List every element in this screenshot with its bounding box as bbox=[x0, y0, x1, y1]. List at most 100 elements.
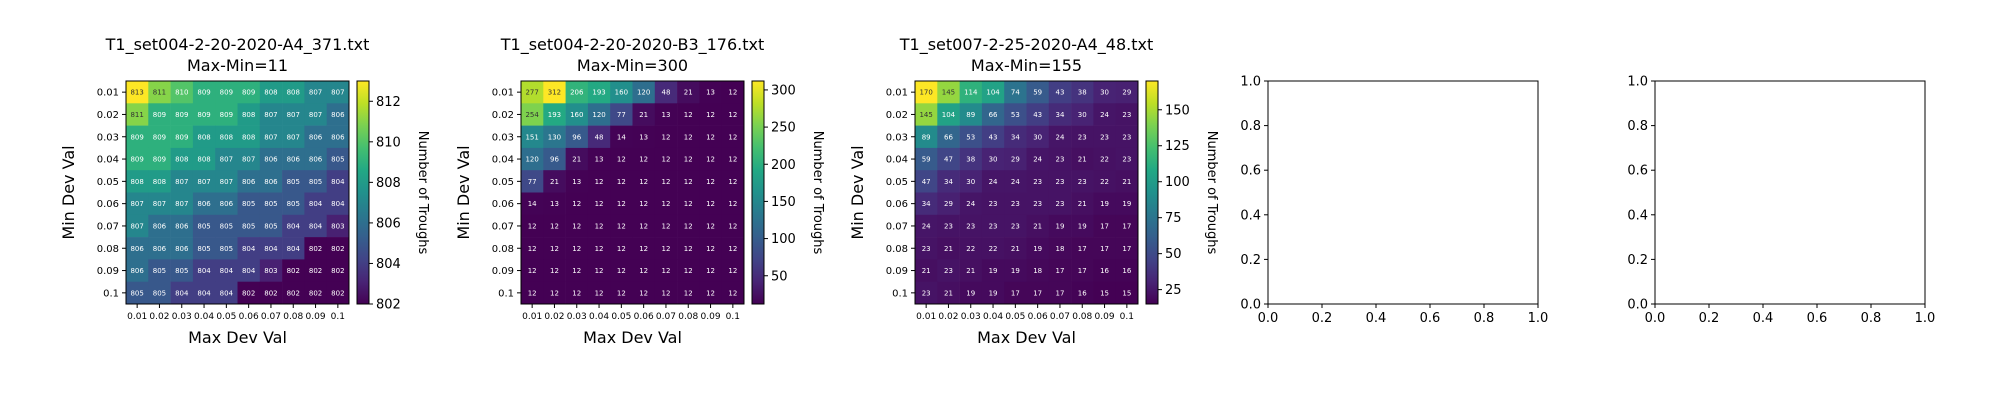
cell-value-label: 12 bbox=[684, 133, 693, 141]
heatmap-cell bbox=[521, 259, 544, 282]
heatmap-cell bbox=[543, 259, 566, 282]
cell-value-label: 805 bbox=[220, 245, 233, 253]
cell-value-label: 38 bbox=[966, 156, 975, 164]
cell-value-label: 16 bbox=[1122, 267, 1131, 275]
plot-frame bbox=[914, 80, 1139, 305]
cell-value-label: 23 bbox=[1033, 178, 1042, 186]
cell-value-label: 805 bbox=[153, 289, 166, 297]
y-tick-label: 0.6 bbox=[1240, 164, 1261, 179]
cell-value-label: 23 bbox=[1122, 133, 1131, 141]
cell-value-label: 23 bbox=[989, 200, 998, 208]
cell-value-label: 145 bbox=[919, 111, 932, 119]
cell-value-label: 23 bbox=[1055, 178, 1064, 186]
cell-value-label: 12 bbox=[595, 200, 604, 208]
cell-value-label: 12 bbox=[639, 178, 648, 186]
cell-value-label: 12 bbox=[684, 200, 693, 208]
x-tick-label: 0.03 bbox=[961, 312, 981, 322]
cell-value-label: 809 bbox=[153, 111, 166, 119]
heatmap-cell bbox=[259, 259, 283, 282]
cell-value-label: 23 bbox=[944, 222, 953, 230]
heatmap-cell bbox=[1026, 259, 1050, 282]
heatmap-cell bbox=[1115, 170, 1139, 193]
cell-value-label: 806 bbox=[309, 156, 323, 164]
cell-value-label: 806 bbox=[175, 222, 189, 230]
colorbar-label: Number of Troughs bbox=[810, 131, 825, 255]
cell-value-label: 12 bbox=[661, 245, 670, 253]
heatmap-cell bbox=[1071, 125, 1094, 149]
heatmap-cell bbox=[1048, 192, 1072, 216]
cell-value-label: 12 bbox=[684, 111, 693, 119]
x-tick-label: 0.1 bbox=[1120, 312, 1134, 322]
heatmap-cell bbox=[259, 281, 283, 305]
heatmap-cell bbox=[1115, 281, 1139, 305]
heatmap-cell bbox=[1071, 214, 1094, 238]
cell-value-label: 807 bbox=[197, 178, 210, 186]
heatmap-cell bbox=[1093, 81, 1116, 104]
heatmap-cell bbox=[192, 192, 216, 216]
heatmap-cell bbox=[304, 125, 327, 149]
x-tick-label: 0.04 bbox=[194, 312, 214, 322]
cell-value-label: 13 bbox=[661, 111, 670, 119]
y-tick-label: 0.01 bbox=[97, 88, 119, 99]
heatmap-cell bbox=[521, 237, 544, 260]
colorbar-tick-label: 150 bbox=[771, 195, 796, 210]
cell-value-label: 13 bbox=[639, 133, 648, 141]
cell-value-label: 12 bbox=[572, 200, 581, 208]
cell-value-label: 21 bbox=[944, 245, 953, 253]
heatmap-cell bbox=[1071, 103, 1094, 126]
y-tick-label: 0.03 bbox=[97, 132, 119, 143]
chart-title: T1_set004-2-20-2020-B3_176.txt bbox=[500, 35, 765, 55]
cell-value-label: 254 bbox=[525, 111, 539, 119]
heatmap-cell bbox=[721, 147, 745, 171]
heatmap-cell bbox=[610, 81, 633, 104]
cell-value-label: 21 bbox=[944, 289, 953, 297]
heatmap-cell bbox=[959, 147, 983, 171]
heatmap-cell bbox=[587, 192, 611, 216]
heatmap-cell bbox=[981, 192, 1005, 216]
cell-value-label: 89 bbox=[966, 111, 975, 119]
x-tick-label: 0.4 bbox=[1366, 311, 1387, 326]
heatmap-cell bbox=[699, 259, 722, 282]
cell-value-label: 22 bbox=[989, 245, 998, 253]
y-tick-label: 0.05 bbox=[492, 177, 514, 188]
heatmap-cell bbox=[721, 259, 745, 282]
colorbar-label: Number of Troughs bbox=[415, 131, 430, 255]
y-tick-label: 0.01 bbox=[492, 88, 514, 99]
cell-value-label: 809 bbox=[242, 89, 255, 97]
y-tick-label: 0.1 bbox=[498, 288, 514, 299]
x-tick-label: 0.1 bbox=[331, 312, 345, 322]
heatmap-cell bbox=[237, 214, 261, 238]
heatmap-cell bbox=[915, 281, 938, 305]
colorbar-tick-label: 150 bbox=[1165, 103, 1190, 118]
y-tick-label: 0.08 bbox=[886, 244, 908, 255]
cell-value-label: 802 bbox=[242, 289, 255, 297]
heatmap-cell bbox=[126, 192, 149, 216]
cell-value-label: 19 bbox=[989, 289, 998, 297]
cell-value-label: 12 bbox=[595, 289, 604, 297]
cell-value-label: 17 bbox=[1122, 222, 1131, 230]
cell-value-label: 21 bbox=[550, 178, 559, 186]
y-tick-label: 0.04 bbox=[97, 155, 119, 166]
heatmap-cell bbox=[632, 192, 656, 216]
cell-value-label: 807 bbox=[153, 200, 166, 208]
chart-title: T1_set004-2-20-2020-A4_371.txt bbox=[105, 35, 370, 55]
heatmap-cell bbox=[959, 259, 983, 282]
heatmap-cell bbox=[282, 147, 305, 171]
cell-value-label: 807 bbox=[242, 156, 255, 164]
heatmap-cell bbox=[587, 170, 611, 193]
cell-value-label: 23 bbox=[966, 222, 975, 230]
heatmap-cell bbox=[1071, 192, 1094, 216]
x-tick-label: 0.02 bbox=[149, 312, 169, 322]
colorbar bbox=[1145, 80, 1159, 305]
colorbar-tick-label: 100 bbox=[1165, 175, 1190, 190]
heatmap-cell bbox=[1115, 192, 1139, 216]
heatmap-cell bbox=[699, 170, 722, 193]
colorbar-tick-label: 25 bbox=[1165, 283, 1182, 298]
heatmap-cell bbox=[170, 81, 194, 104]
y-axis-label: Min Dev Val bbox=[59, 145, 78, 239]
heatmap-cell bbox=[981, 281, 1005, 305]
heatmap-cell bbox=[521, 103, 544, 126]
heatmap-cell bbox=[1048, 237, 1072, 260]
heatmap-cell bbox=[915, 125, 938, 149]
cell-value-label: 17 bbox=[1055, 267, 1064, 275]
